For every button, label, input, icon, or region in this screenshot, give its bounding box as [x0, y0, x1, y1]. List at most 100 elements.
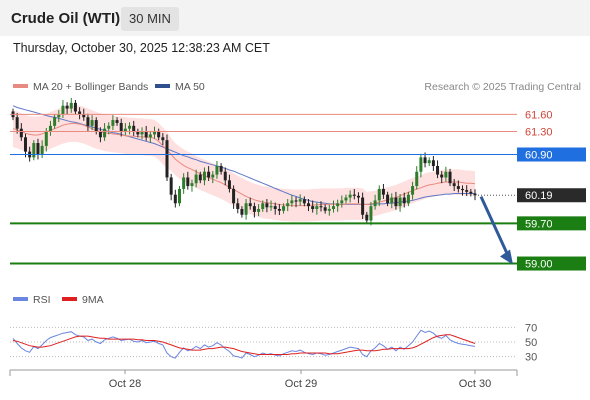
candle [431, 156, 435, 171]
candle [153, 126, 157, 139]
candle [232, 185, 236, 209]
current-price-label: 60.19 [525, 190, 553, 202]
candle-body [456, 186, 460, 189]
candle-body [340, 200, 344, 204]
candle-body [53, 117, 57, 126]
candle-body [323, 207, 327, 211]
candle-body [273, 206, 277, 210]
candle [148, 130, 152, 143]
rsi-tick-label: 30 [525, 352, 537, 364]
candle-body [369, 206, 373, 221]
candle [123, 123, 127, 136]
candle [236, 198, 240, 214]
candle [282, 203, 286, 214]
candle-body [132, 125, 136, 132]
candle [202, 167, 206, 186]
candle [157, 128, 161, 141]
candle-body [94, 120, 98, 132]
rsi-legend-swatch [13, 297, 28, 301]
candle [86, 113, 90, 132]
candle-body [107, 125, 111, 129]
candle-body [211, 174, 215, 178]
candle [390, 193, 394, 209]
candle-body [44, 131, 48, 146]
candle-body [415, 171, 419, 187]
candle-body [207, 171, 211, 178]
candle [415, 166, 419, 190]
candle-body [119, 122, 123, 132]
candle-body [315, 206, 319, 210]
candle-body [294, 200, 298, 202]
candle [273, 202, 277, 215]
candle-body [36, 143, 40, 155]
candle-body [136, 131, 140, 135]
candle [465, 185, 469, 197]
candle [161, 133, 165, 146]
candle [419, 153, 423, 178]
candle [107, 122, 111, 135]
candle [356, 192, 360, 204]
candle [265, 199, 269, 213]
candle-body [215, 165, 219, 175]
candle [352, 189, 356, 200]
candle-body [240, 209, 244, 215]
candle-body [302, 199, 306, 204]
candle [469, 188, 473, 197]
candle-body [261, 203, 265, 210]
ma50-line [12, 105, 475, 205]
candle [452, 178, 456, 191]
candle-body [128, 125, 132, 129]
candle-body [115, 120, 119, 123]
candle [448, 168, 452, 187]
candle-body [336, 203, 340, 207]
candle-body [452, 183, 456, 187]
candle-body [202, 171, 206, 181]
rsi-legend-label: RSI [33, 294, 51, 306]
candle [336, 199, 340, 212]
candle-body [32, 143, 36, 158]
support-tag [517, 216, 586, 231]
candle-body [406, 194, 410, 204]
instrument-title: Crude Oil (WTI) [11, 10, 121, 27]
candle-body [73, 102, 77, 112]
candle [128, 122, 132, 135]
candle-body [173, 194, 177, 204]
candle-body [352, 194, 356, 196]
candle-body [161, 137, 165, 141]
candle [15, 112, 19, 134]
candle-body [103, 128, 107, 138]
candle [427, 157, 431, 166]
candle [257, 204, 261, 217]
chart-datetime: Thursday, October 30, 2025 12:38:23 AM C… [13, 41, 270, 55]
rsi-tick-label: 70 [525, 322, 537, 334]
candle-body [461, 188, 465, 191]
ma20-legend-swatch [13, 84, 28, 88]
candle [261, 200, 265, 212]
candle [277, 204, 281, 215]
candle-body [277, 209, 281, 211]
candle-body [57, 114, 61, 118]
ma20-line [12, 123, 476, 207]
candle-body [19, 128, 23, 138]
candle [244, 199, 248, 220]
price-layer [11, 97, 477, 226]
candle [169, 173, 173, 201]
candle [394, 191, 398, 210]
pivot-label: 60.90 [525, 150, 553, 162]
candle-body [61, 105, 65, 115]
candle [327, 204, 331, 216]
candle-body [381, 188, 385, 195]
support-label: 59.70 [525, 218, 553, 230]
chart-header [0, 0, 590, 36]
candle-body [348, 194, 352, 198]
candle [269, 200, 273, 211]
candle [111, 115, 115, 131]
support-tag [517, 256, 586, 271]
timeframe-button[interactable]: 30 MIN [121, 7, 179, 31]
candle-body [144, 131, 148, 138]
candle-body [90, 120, 94, 126]
candle [369, 201, 373, 226]
candle [315, 202, 319, 215]
candle-body [236, 203, 240, 210]
candle [173, 189, 177, 208]
